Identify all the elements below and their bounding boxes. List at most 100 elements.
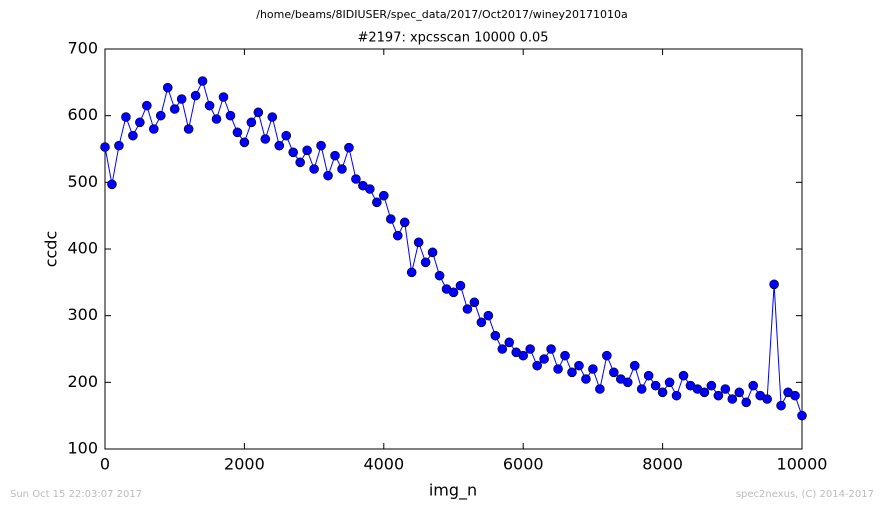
data-point (378, 190, 389, 201)
data-point (114, 140, 124, 151)
data-point (790, 390, 800, 401)
data-point (469, 297, 480, 308)
data-point (629, 360, 640, 371)
data-point (267, 112, 278, 122)
series-line (104, 79, 803, 416)
data-point (204, 100, 215, 111)
x-tick-label: 8000 (642, 455, 683, 474)
data-point (302, 145, 312, 156)
data-point (420, 257, 431, 268)
data-point (706, 380, 717, 391)
data-point (720, 384, 731, 394)
data-point (532, 360, 542, 371)
data-point (162, 82, 173, 93)
data-point (797, 410, 807, 421)
data-point (148, 124, 159, 134)
data-point (260, 134, 271, 144)
y-tick-label: 500 (67, 172, 98, 191)
data-point (372, 197, 382, 208)
data-point (413, 237, 424, 248)
data-point (239, 137, 250, 148)
data-point (455, 280, 466, 291)
y-tick-label: 100 (67, 439, 98, 458)
data-point (588, 364, 598, 374)
data-point (135, 117, 145, 128)
data-point (525, 344, 535, 354)
data-point (581, 374, 591, 384)
data-point (142, 100, 152, 111)
data-point (622, 377, 633, 388)
x-tick-label: 10000 (777, 455, 828, 474)
timestamp: Sun Oct 15 22:03:07 2017 (10, 489, 142, 500)
data-point (476, 317, 487, 328)
data-point (316, 140, 326, 151)
y-tick-label: 200 (67, 372, 98, 391)
y-tick-label: 700 (67, 39, 98, 58)
data-point (657, 387, 668, 398)
x-tick-label: 6000 (503, 455, 544, 474)
data-point (650, 380, 661, 391)
data-point (678, 370, 689, 381)
credit: spec2nexus, (C) 2014-2017 (736, 489, 874, 500)
data-point (337, 164, 347, 174)
data-point (748, 380, 759, 391)
data-point (602, 350, 612, 361)
data-point (351, 174, 361, 184)
y-axis-label: ccdc (42, 231, 61, 268)
data-point (539, 354, 549, 364)
data-point (567, 367, 577, 378)
data-point (546, 344, 556, 354)
data-point (769, 279, 779, 290)
page-path: /home/beams/8IDIUSER/spec_data/2017/Oct2… (256, 8, 628, 21)
x-axis-label: img_n (429, 481, 477, 501)
data-point (274, 140, 285, 151)
data-point (128, 130, 138, 141)
data-point (295, 157, 305, 168)
data-point (406, 267, 417, 278)
y-tick-label: 600 (67, 105, 98, 124)
data-point (253, 107, 264, 118)
data-point (518, 350, 529, 361)
data-point (197, 76, 208, 86)
data-point (427, 247, 438, 258)
data-point (281, 130, 292, 141)
data-point (595, 384, 605, 394)
x-tick-label: 0 (100, 455, 110, 474)
data-point (636, 384, 647, 394)
x-tick-label: 4000 (363, 455, 404, 474)
data-point (699, 387, 710, 398)
data-point (225, 110, 236, 121)
data-point (190, 90, 201, 101)
data-point (448, 287, 459, 298)
data-point (121, 112, 131, 122)
data-point (309, 164, 319, 174)
data-point (218, 92, 229, 102)
data-point (727, 394, 738, 404)
data-point (246, 117, 257, 128)
data-point (762, 394, 772, 404)
data-point (497, 344, 508, 354)
data-point (609, 367, 619, 378)
x-tick-label: 2000 (224, 455, 265, 474)
data-point (776, 400, 786, 411)
y-tick-label: 300 (67, 305, 98, 324)
data-point (344, 142, 354, 153)
data-point (399, 217, 410, 228)
data-point (155, 110, 166, 121)
chart-title: #2197: xpcsscan 10000 0.05 (357, 31, 548, 46)
y-tick-label: 400 (67, 239, 98, 258)
data-point (462, 304, 473, 314)
data-point (211, 114, 222, 124)
data-point (392, 230, 403, 241)
data-point (365, 184, 375, 194)
data-point (385, 214, 396, 224)
data-point (734, 387, 745, 398)
data-point (643, 370, 654, 381)
data-point (330, 150, 340, 161)
data-point (671, 390, 682, 401)
data-point (664, 377, 675, 388)
data-point (100, 142, 110, 152)
data-point (574, 360, 584, 371)
data-point (434, 270, 445, 281)
